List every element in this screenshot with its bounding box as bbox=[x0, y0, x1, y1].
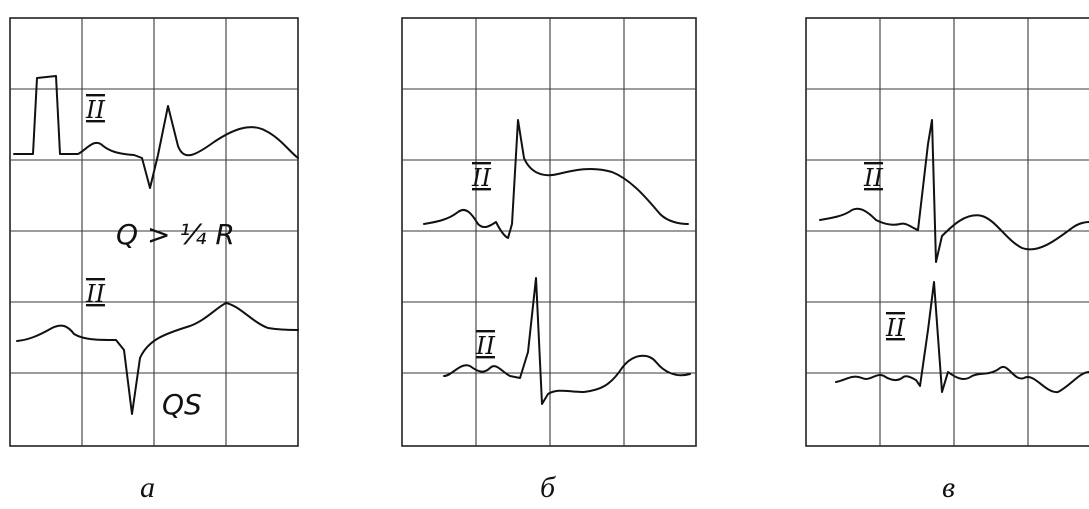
panel-b-grid bbox=[402, 18, 696, 446]
panel-a-ecg-trace-bottom bbox=[16, 302, 299, 415]
panel-a-annotation-qs: QS bbox=[162, 388, 202, 421]
panel-a-caption: а bbox=[140, 471, 155, 504]
panel-b-ecg-trace-top bbox=[423, 119, 689, 239]
panel-c-lead-label-bottom: II bbox=[885, 314, 905, 342]
panel-c: II II в bbox=[805, 17, 1089, 504]
panel-c-lead-label-top: II bbox=[863, 164, 883, 192]
panel-a-lead-label-bottom: II bbox=[85, 280, 105, 308]
panel-b-ecg-trace-bottom bbox=[443, 277, 691, 405]
panel-a-annotation-q-ratio: Q > ¼ R bbox=[116, 218, 235, 251]
panel-c-ecg-trace-bottom bbox=[835, 281, 1089, 394]
panel-a-grid bbox=[10, 18, 298, 446]
panel-c-ecg-trace-top bbox=[819, 119, 1089, 263]
panel-c-caption: в bbox=[942, 471, 955, 504]
panel-b: II II б bbox=[401, 17, 697, 504]
panel-b-lead-label-top: II bbox=[471, 164, 491, 192]
panel-b-frame bbox=[401, 17, 697, 447]
panel-c-frame bbox=[805, 17, 1089, 447]
panel-a-lead-label-top: II bbox=[85, 96, 105, 124]
panel-a: II II Q > ¼ R QS а bbox=[9, 17, 299, 504]
panel-b-caption: б bbox=[540, 471, 556, 504]
panel-a-ecg-trace-top bbox=[13, 75, 299, 189]
panel-b-lead-label-bottom: II bbox=[475, 332, 495, 360]
